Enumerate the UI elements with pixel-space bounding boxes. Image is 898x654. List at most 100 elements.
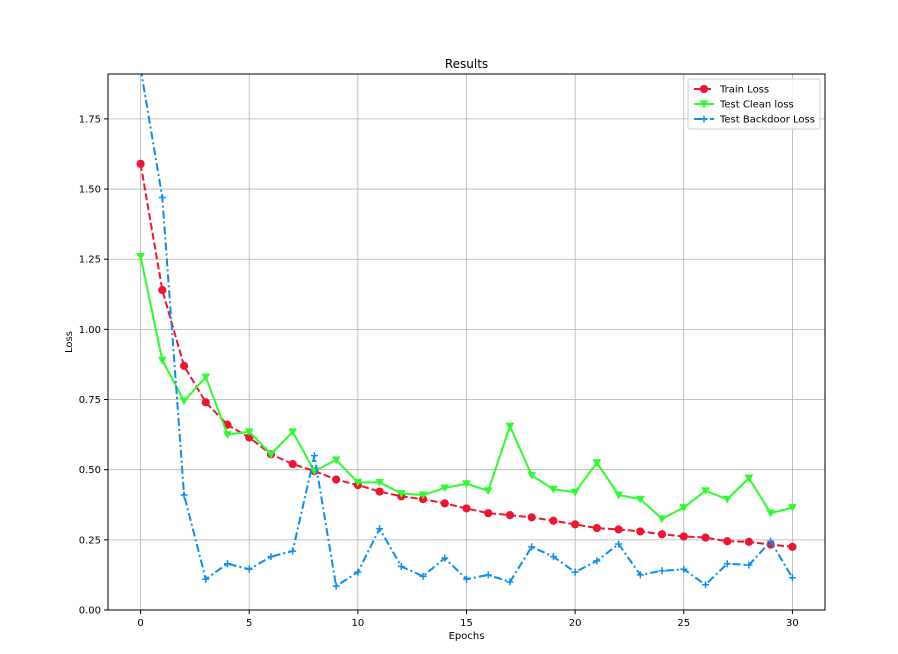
data-point [658,567,666,575]
data-point [375,487,384,496]
data-point [636,527,645,536]
data-point [701,487,710,496]
x-tick-label: 30 [786,618,799,629]
data-point [657,515,667,524]
data-point [680,565,688,573]
data-point [505,422,515,431]
data-point [202,575,210,583]
data-point [484,509,493,518]
legend-marker [699,84,709,94]
x-tick-label: 0 [137,618,143,629]
data-point [354,568,362,576]
data-point [463,575,470,583]
data-point [722,495,732,504]
data-point [592,523,601,533]
data-point [332,582,340,590]
data-point [224,560,231,568]
data-point [137,65,144,72]
grid-lines [108,74,825,611]
x-tick-label: 5 [246,618,252,629]
data-point [702,581,709,589]
axis-ticks: 0 5 10 15 20 25 30 0.00 0.25 0.50 0.75 1.00 1.25 1.50… [79,114,799,629]
data-point [614,525,623,534]
series-1 [136,252,797,524]
data-point [289,547,297,555]
data-point [614,491,624,500]
data-point [223,431,232,440]
data-point [288,428,298,437]
data-point [723,537,732,546]
data-point [527,471,537,480]
data-point [288,459,297,469]
y-tick-label: 0.75 [79,395,101,406]
data-point [745,561,753,569]
y-tick-label: 1.00 [79,325,101,336]
y-tick-label: 0.25 [79,535,101,546]
data-point [267,553,275,561]
data-point [657,530,667,539]
data-point [157,356,167,365]
data-point [767,537,775,545]
data-point [593,557,601,565]
data-point [245,565,253,573]
data-point [332,475,341,484]
data-point [397,563,405,571]
data-point [506,578,514,586]
data-point [528,543,536,551]
chart-title: Results [445,57,488,71]
data-point [766,509,776,518]
data-point [549,516,558,525]
data-point [179,397,189,406]
x-tick-label: 20 [569,618,582,629]
data-point [636,571,644,579]
data-point [484,571,492,579]
data-point [679,504,689,513]
data-point [310,452,318,460]
series-layer [136,65,797,590]
data-point [201,373,211,382]
x-tick-label: 25 [677,618,690,629]
data-point [440,499,449,508]
data-point [158,285,167,295]
data-point [441,554,449,562]
data-point [180,491,188,499]
data-point [136,159,145,168]
data-point [505,511,515,520]
data-point [527,513,536,522]
data-point [571,568,579,576]
legend-label: Test Clean loss [719,100,794,111]
series-2 [137,65,796,590]
data-point [418,491,428,500]
y-tick-label: 0.00 [79,606,101,617]
y-tick-label: 1.75 [79,114,101,125]
y-tick-label: 1.25 [79,255,101,266]
x-tick-label: 10 [351,618,364,629]
legend-marker [700,115,708,123]
data-point [353,478,363,487]
y-tick-label: 1.50 [79,185,101,196]
data-point [375,478,385,487]
legend-box [687,78,821,130]
legend: Train Loss Test Clean loss Test Backdoor L… [687,78,821,130]
data-point [396,490,406,499]
data-point [462,480,471,489]
data-point [570,488,580,497]
legend-label: Test Backdoor Loss [719,115,815,126]
y-axis-label: Loss [64,331,75,353]
x-tick-label: 15 [460,618,473,629]
data-point [419,572,427,580]
data-point [787,504,797,513]
legend-label: Train Loss [719,85,769,96]
data-point [244,428,254,437]
data-point [679,532,688,541]
data-point [701,533,710,542]
y-tick-label: 0.50 [79,465,101,476]
data-point [615,540,623,548]
data-point [744,474,754,483]
x-axis-label: Epochs [449,631,485,642]
legend-marker [699,100,709,109]
data-point [179,361,189,370]
data-point [571,520,580,529]
data-point [136,252,146,261]
